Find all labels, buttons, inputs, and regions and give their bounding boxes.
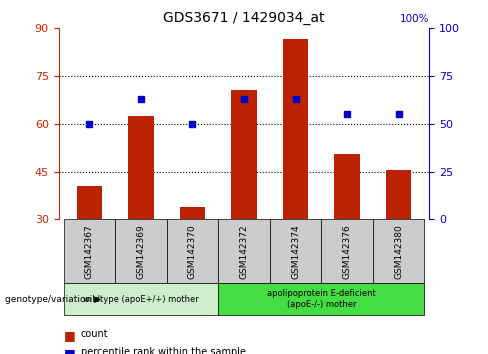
Text: percentile rank within the sample: percentile rank within the sample (81, 347, 245, 354)
Text: GSM142380: GSM142380 (394, 224, 403, 279)
Bar (334, 154, 360, 219)
Bar (180, 207, 205, 219)
Text: GSM142376: GSM142376 (343, 224, 351, 279)
Text: ■: ■ (63, 329, 75, 342)
Text: genotype/variation ▶: genotype/variation ▶ (5, 295, 101, 304)
Text: GSM142370: GSM142370 (188, 224, 197, 279)
Text: wildtype (apoE+/+) mother: wildtype (apoE+/+) mother (83, 295, 199, 304)
Text: count: count (81, 329, 108, 339)
Text: GSM142369: GSM142369 (137, 224, 145, 279)
Text: ■: ■ (63, 347, 75, 354)
Bar (77, 186, 102, 219)
Text: GDS3671 / 1429034_at: GDS3671 / 1429034_at (163, 11, 325, 25)
Bar (128, 116, 154, 219)
Text: GSM142367: GSM142367 (85, 224, 94, 279)
Bar (283, 40, 308, 219)
Text: GSM142374: GSM142374 (291, 224, 300, 279)
Bar (386, 170, 411, 219)
Text: 100%: 100% (400, 15, 429, 24)
Text: apolipoprotein E-deficient
(apoE-/-) mother: apolipoprotein E-deficient (apoE-/-) mot… (267, 290, 376, 309)
Bar (231, 91, 257, 219)
Text: GSM142372: GSM142372 (240, 224, 248, 279)
